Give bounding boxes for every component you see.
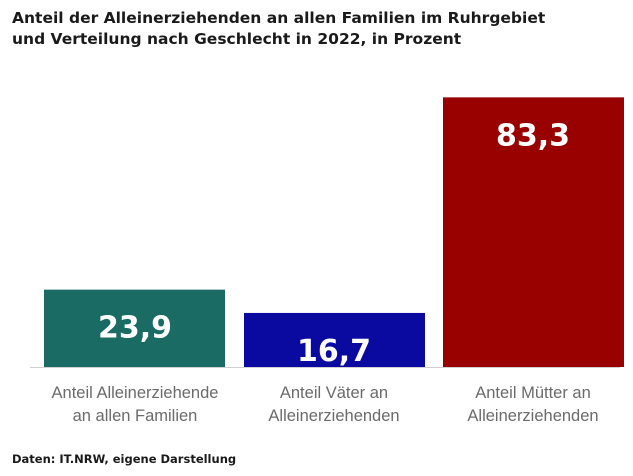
chart-title-line-1: Anteil der Alleinerziehenden an allen Fa… xyxy=(12,9,546,27)
category-label-2-line-1: Anteil Väter an xyxy=(280,384,388,402)
bar-value-label-3: 83,3 xyxy=(496,118,570,153)
bar-3 xyxy=(443,97,624,367)
category-label-1-line-1: Anteil Alleinerziehende xyxy=(52,384,219,402)
bar-value-label-1: 23,9 xyxy=(98,311,172,346)
category-label-2-line-2: Alleinerziehenden xyxy=(268,407,399,425)
bar-1 xyxy=(44,289,225,367)
chart-title: Anteil der Alleinerziehenden an allen Fa… xyxy=(12,8,622,50)
category-label-1-line-2: an allen Familien xyxy=(73,407,198,425)
category-label-3-line-1: Anteil Mütter an xyxy=(475,384,591,402)
bar-2 xyxy=(244,312,425,367)
bar-value-label-2: 16,7 xyxy=(297,334,371,369)
chart-title-line-2: und Verteilung nach Geschlecht in 2022, … xyxy=(12,30,462,48)
source-note: Daten: IT.NRW, eigene Darstellung xyxy=(12,452,237,466)
category-label-3-line-2: Alleinerziehenden xyxy=(467,407,598,425)
